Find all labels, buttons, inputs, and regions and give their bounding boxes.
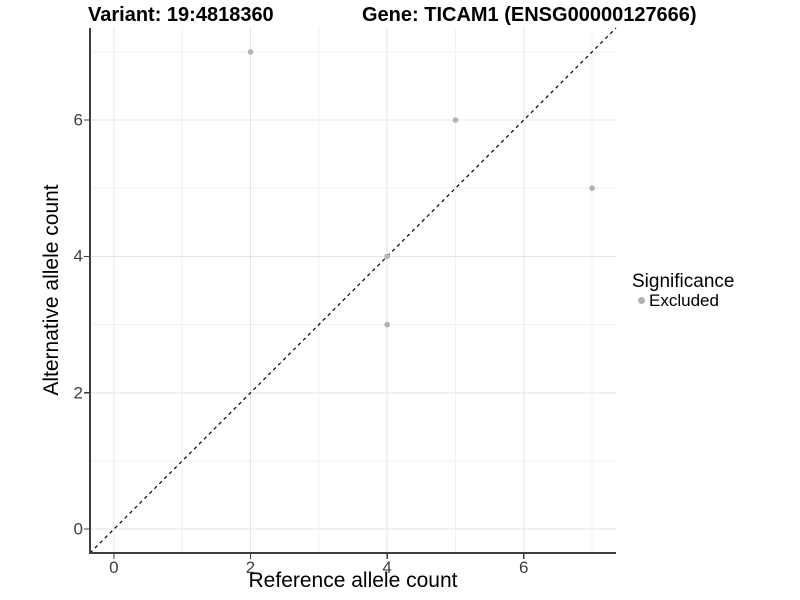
data-point (384, 321, 390, 328)
data-point (247, 49, 254, 55)
x-tick-label-4: 4 (382, 558, 392, 577)
data-point (384, 253, 390, 260)
y-tick-label-0: 0 (73, 519, 83, 539)
data-point (589, 185, 595, 192)
variant-title: Variant: 19:4818360 (88, 4, 274, 26)
y-tick-label-2: 2 (73, 383, 83, 403)
x-tick-label-2: 2 (245, 558, 256, 577)
x-tick-label-0: 0 (109, 558, 119, 577)
y-axis-title: Alternative allele count (40, 184, 63, 396)
y-tick-label-4: 4 (73, 246, 83, 266)
x-tick-label-6: 6 (519, 558, 529, 577)
legend-item-excluded: Excluded (649, 291, 719, 310)
data-point (452, 117, 459, 123)
identity-reference-line (89, 27, 617, 554)
x-axis-title: Reference allele count (248, 569, 458, 592)
legend-title: Significance (632, 271, 735, 292)
gene-title: Gene: TICAM1 (ENSG00000127666) (362, 4, 697, 26)
y-tick-label-6: 6 (73, 110, 83, 130)
legend-point-icon (638, 297, 645, 304)
